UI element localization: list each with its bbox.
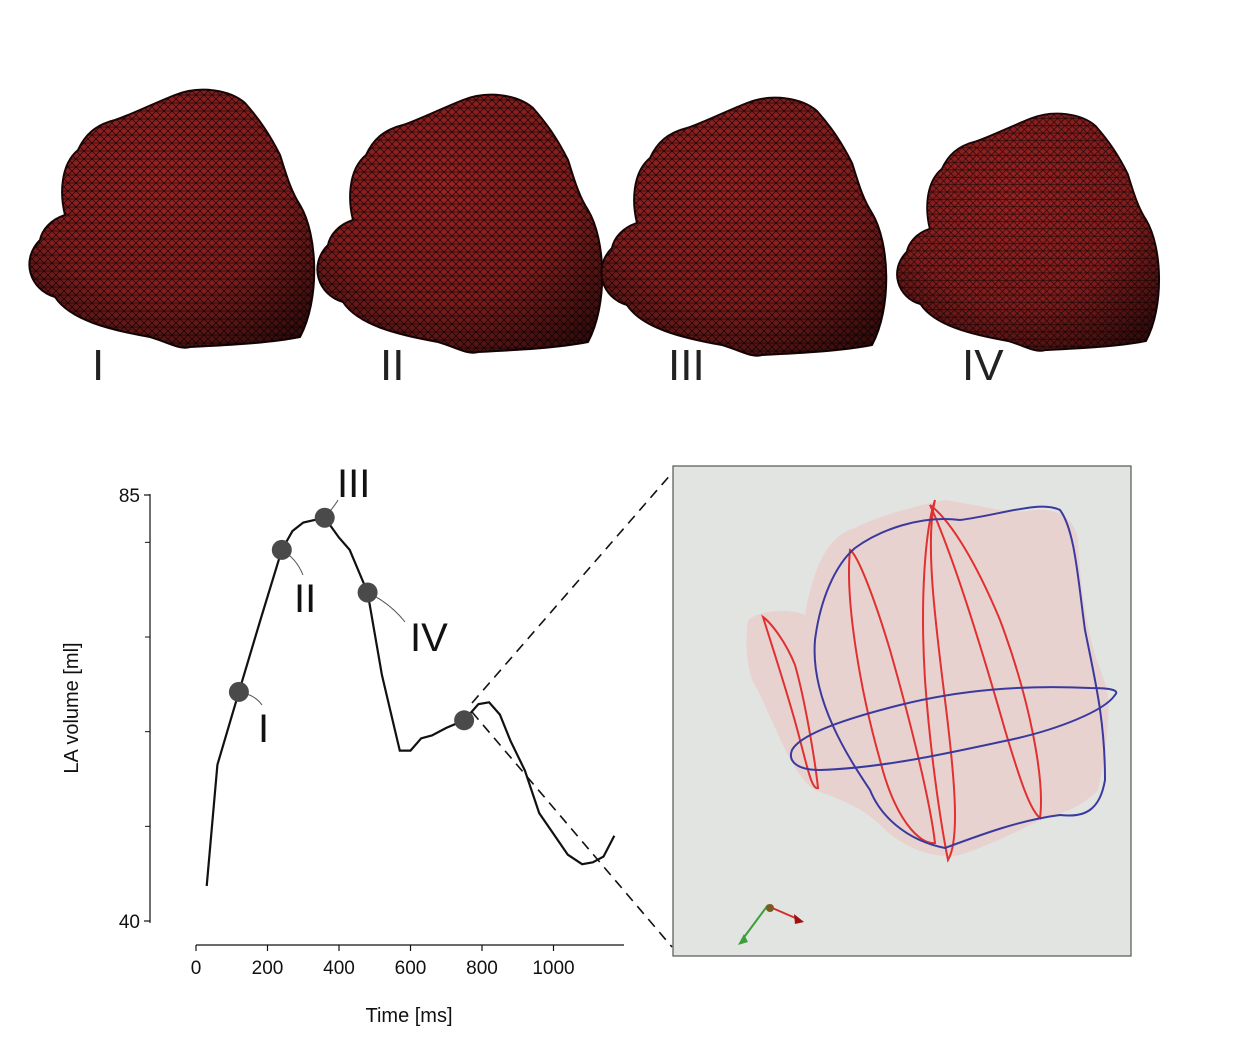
inset-contour-panel [672,465,1132,957]
mesh-panel-III [600,96,888,357]
phase-marker-point [314,507,335,528]
marker-label-III: III [337,462,370,506]
volume-series-line [205,516,616,887]
y-tick-label: 40 [119,912,140,933]
marker-label-IV: IV [410,616,448,660]
orientation-axes-icon [738,904,804,945]
x-tick-label: 400 [323,958,355,979]
contour-red-3 [922,499,956,863]
zoom-line-bottom [471,711,673,948]
phase-marker-point [228,681,249,702]
x-tick-label: 0 [191,958,202,979]
mesh-panel-I [28,88,316,349]
phase-marker-point [454,710,475,731]
contour-blue-2 [790,686,1118,772]
phase-marker-point [271,539,292,560]
panel-label-III: III [668,341,705,390]
x-axis-label: Time [ms] [365,1005,452,1027]
atrium-silhouette [746,500,1109,856]
marker-label-I: I [258,707,269,751]
mesh-panel-II [316,93,604,354]
x-tick-label: 800 [466,958,498,979]
marker-label-II: II [294,577,316,621]
panel-label-IV: IV [962,341,1004,390]
contour-red-1 [761,614,820,789]
y-axis-label: LA volume [ml] [61,642,83,773]
mesh-panel-IV [896,112,1161,352]
phase-marker-point [357,582,378,603]
panel-label-II: II [380,341,404,390]
x-tick-label: 1000 [532,958,574,979]
x-tick-label: 200 [252,958,284,979]
contour-blue-1 [813,505,1107,850]
zoom-line-top [471,472,673,704]
y-tick-label: 85 [119,486,140,507]
contour-red-2 [848,548,937,845]
x-tick-label: 600 [395,958,427,979]
panel-label-I: I [92,341,104,390]
